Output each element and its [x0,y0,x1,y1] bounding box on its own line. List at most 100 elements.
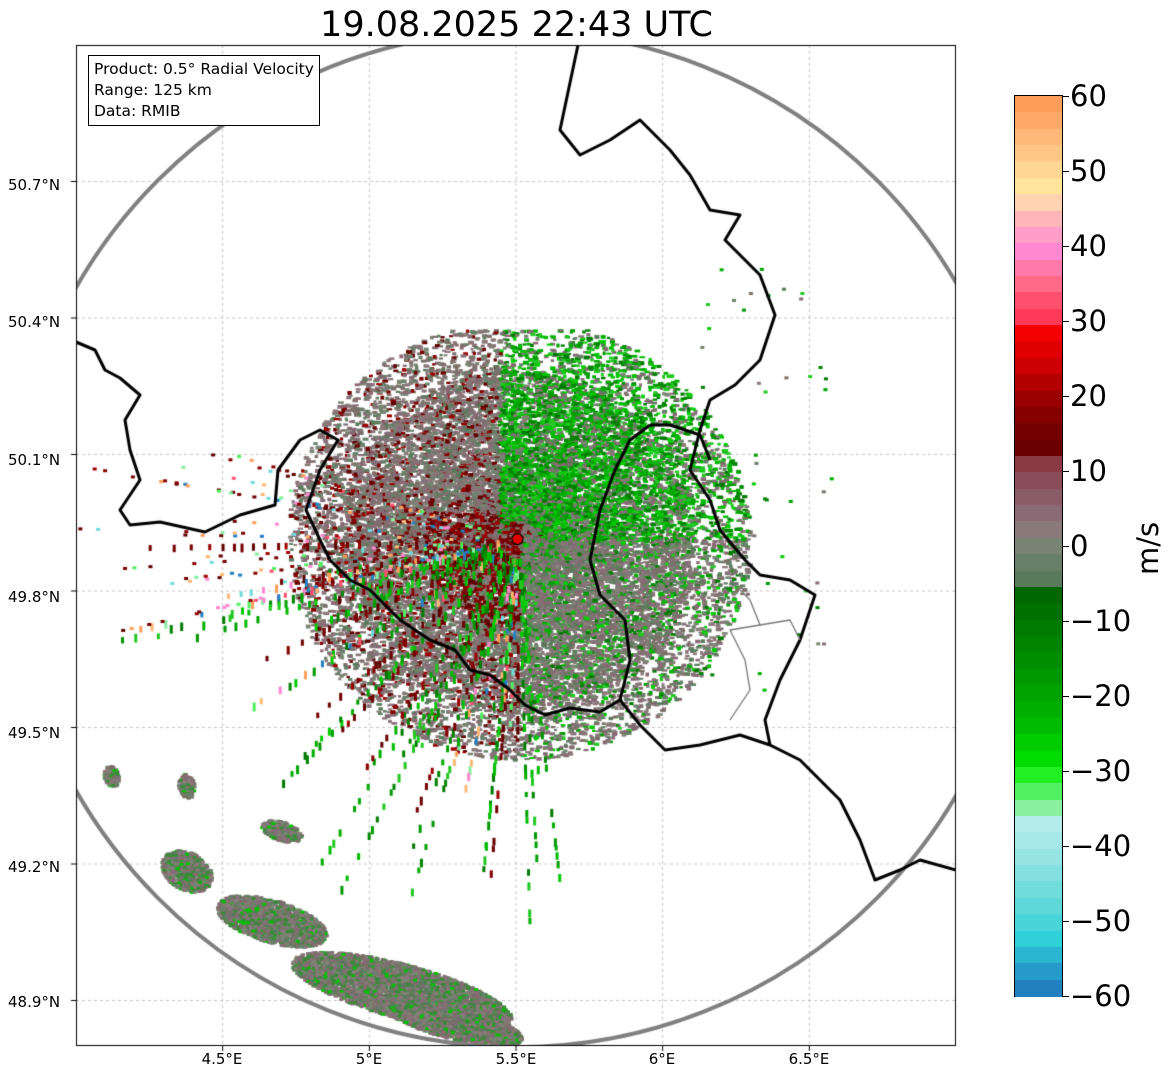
colorbar-segment [1015,177,1062,196]
colorbar-segment [1015,652,1062,670]
colorbar-tick-label: −40 [1070,829,1132,863]
lat-tick-label: 49.8°N [8,588,61,606]
colorbar-segment [1015,521,1062,539]
colorbar-segment [1015,406,1062,425]
colorbar-segment [1015,603,1062,621]
colorbar-segment [1015,668,1062,687]
colorbar-segment [1015,423,1062,441]
colorbar-segment [1015,963,1062,981]
colorbar-segment [1015,832,1062,850]
lon-tick-label: 5.5°E [495,1050,537,1068]
colorbar-segment [1015,816,1062,834]
product-label: Product: 0.5° Radial Velocity [94,60,314,78]
colorbar-segment [1015,619,1062,637]
colorbar-segment [1015,554,1062,572]
lat-tick-label: 50.7°N [8,176,61,194]
colorbar-tick-label: 60 [1070,79,1107,113]
product-info-box: Product: 0.5° Radial Velocity Range: 125… [88,55,320,126]
colorbar-segment [1015,161,1062,179]
colorbar-segment [1015,210,1062,228]
colorbar-segment [1015,946,1062,965]
colorbar-segment [1015,439,1062,457]
colorbar-segment [1015,783,1062,801]
colorbar-segment [1015,145,1062,163]
velocity-colorbar [1014,95,1063,997]
colorbar-segment [1015,341,1062,359]
colorbar-segment [1015,505,1062,523]
colorbar-segment [1015,276,1062,294]
colorbar-tick [1063,321,1069,322]
colorbar-tick-label: −50 [1070,904,1132,938]
colorbar-segment [1015,456,1062,474]
colorbar-segment [1015,848,1062,867]
colorbar-tick [1063,696,1069,697]
lat-tick-label: 49.5°N [8,724,61,742]
colorbar-tick [1063,471,1069,472]
colorbar-segment [1015,308,1062,327]
colorbar-tick-label: −30 [1070,754,1132,788]
colorbar-segment [1015,914,1062,932]
colorbar-tick-label: 0 [1070,529,1089,563]
colorbar-segment [1015,766,1062,785]
range-label: Range: 125 km [94,81,212,99]
colorbar-tick-label: −20 [1070,679,1132,713]
colorbar-segment [1015,586,1062,605]
colorbar-tick [1063,396,1069,397]
lon-tick-label: 5°E [355,1050,383,1068]
colorbar-segment [1015,537,1062,556]
colorbar-segment [1015,865,1062,883]
colorbar-segment [1015,390,1062,408]
colorbar-tick [1063,621,1069,622]
colorbar-unit-label: m/s [1131,521,1165,575]
colorbar-tick-label: −10 [1070,604,1132,638]
colorbar-tick [1063,96,1069,97]
colorbar-segment [1015,259,1062,277]
colorbar-tick-label: 10 [1070,454,1107,488]
colorbar-segment [1015,897,1062,916]
colorbar-tick [1063,171,1069,172]
colorbar-tick-label: 40 [1070,229,1107,263]
colorbar-tick-label: −60 [1070,979,1132,1013]
colorbar-segment [1015,357,1062,376]
colorbar-segment [1015,128,1062,147]
colorbar-segment [1015,636,1062,654]
colorbar-segment [1015,930,1062,948]
colorbar-segment [1015,112,1062,130]
colorbar-segment [1015,488,1062,507]
colorbar-segment [1015,570,1062,588]
colorbar-segment [1015,243,1062,261]
data-source-label: Data: RMIB [94,102,181,120]
colorbar-tick [1063,996,1069,997]
colorbar-segment [1015,979,1062,997]
colorbar-segment [1015,472,1062,490]
lat-tick-label: 49.2°N [8,858,61,876]
colorbar-tick [1063,546,1069,547]
colorbar-segment [1015,685,1062,703]
lat-tick-label: 48.9°N [8,993,61,1011]
colorbar-tick-label: 50 [1070,154,1107,188]
colorbar-tick [1063,246,1069,247]
colorbar-tick-label: 20 [1070,379,1107,413]
colorbar-segment [1015,750,1062,768]
colorbar-tick [1063,771,1069,772]
colorbar-segment [1015,717,1062,736]
lat-tick-label: 50.4°N [8,313,61,331]
colorbar-segment [1015,325,1062,343]
colorbar-segment [1015,194,1062,212]
colorbar-segment [1015,881,1062,899]
colorbar-segment [1015,734,1062,752]
colorbar-tick [1063,846,1069,847]
lon-tick-label: 6°E [648,1050,676,1068]
colorbar-tick-label: 30 [1070,304,1107,338]
colorbar-segment [1015,96,1062,114]
colorbar-tick [1063,921,1069,922]
lon-tick-label: 4.5°E [201,1050,243,1068]
colorbar-segment [1015,374,1062,392]
lat-tick-label: 50.1°N [8,451,61,469]
colorbar-segment [1015,226,1062,245]
colorbar-segment [1015,701,1062,719]
lon-tick-label: 6.5°E [788,1050,830,1068]
colorbar-segment [1015,799,1062,817]
colorbar-segment [1015,292,1062,310]
